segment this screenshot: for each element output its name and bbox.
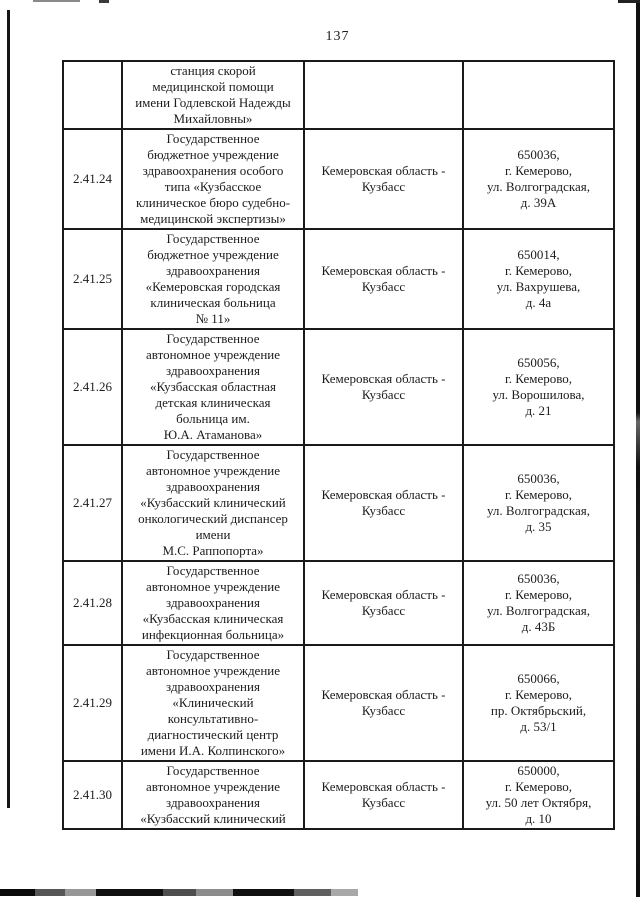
row-id-cell: 2.41.27 <box>62 444 123 562</box>
institution-name-cell: Государственное бюджетное учреждение здр… <box>121 128 305 230</box>
table-row: 2.41.24 Государственное бюджетное учрежд… <box>62 128 615 230</box>
row-id-cell: 2.41.28 <box>62 560 123 646</box>
row-id-cell: 2.41.24 <box>62 128 123 230</box>
institution-name-cell: Государственное автономное учреждение зд… <box>121 760 305 830</box>
region-cell: Кемеровская область - Кузбасс <box>303 644 464 762</box>
region-cell: Кемеровская область - Кузбасс <box>303 228 464 330</box>
table-row: 2.41.27 Государственное автономное учреж… <box>62 444 615 562</box>
table-row: 2.41.28 Государственное автономное учреж… <box>62 560 615 646</box>
scan-artifact-left-line <box>7 10 10 808</box>
region-cell: Кемеровская область - Кузбасс <box>303 760 464 830</box>
region-cell: Кемеровская область - Кузбасс <box>303 328 464 446</box>
address-cell: 650000, г. Кемерово, ул. 50 лет Октября,… <box>462 760 615 830</box>
address-cell: 650036, г. Кемерово, ул. Волгоградская, … <box>462 128 615 230</box>
page-number: 137 <box>325 29 350 44</box>
institution-name-cell: Государственное автономное учреждение зд… <box>121 328 305 446</box>
address-cell: 650036, г. Кемерово, ул. Волгоградская, … <box>462 560 615 646</box>
region-cell: Кемеровская область - Кузбасс <box>303 560 464 646</box>
institutions-table: станция скорой медицинской помощи имени … <box>62 60 615 830</box>
table-row: станция скорой медицинской помощи имени … <box>62 60 615 130</box>
address-cell: 650036, г. Кемерово, ул. Волгоградская, … <box>462 444 615 562</box>
institution-name-cell: Государственное автономное учреждение зд… <box>121 444 305 562</box>
address-cell: 650014, г. Кемерово, ул. Вахрушева, д. 4… <box>462 228 615 330</box>
scan-artifact-top-smudge <box>33 0 80 2</box>
row-id-cell: 2.41.25 <box>62 228 123 330</box>
table-row: 2.41.29 Государственное автономное учреж… <box>62 644 615 762</box>
institution-name-cell: Государственное автономное учреждение зд… <box>121 560 305 646</box>
institution-name-cell: Государственное автономное учреждение зд… <box>121 644 305 762</box>
table-row: 2.41.26 Государственное автономное учреж… <box>62 328 615 446</box>
scan-artifact-top-smudge <box>99 0 109 3</box>
address-cell: 650056, г. Кемерово, ул. Ворошилова, д. … <box>462 328 615 446</box>
scan-artifact-bottom-bar <box>0 889 358 896</box>
table-row: 2.41.30 Государственное автономное учреж… <box>62 760 615 830</box>
institution-name-cell: станция скорой медицинской помощи имени … <box>121 60 305 130</box>
region-cell: Кемеровская область - Кузбасс <box>303 444 464 562</box>
row-id-cell: 2.41.30 <box>62 760 123 830</box>
scan-artifact-top-smudge <box>618 0 640 3</box>
row-id-cell <box>62 60 123 130</box>
row-id-cell: 2.41.29 <box>62 644 123 762</box>
address-cell: 650066, г. Кемерово, пр. Октябрьский, д.… <box>462 644 615 762</box>
row-id-cell: 2.41.26 <box>62 328 123 446</box>
table-row: 2.41.25 Государственное бюджетное учрежд… <box>62 228 615 330</box>
address-cell <box>462 60 615 130</box>
region-cell: Кемеровская область - Кузбасс <box>303 128 464 230</box>
scan-artifact-right-band <box>636 0 640 897</box>
region-cell <box>303 60 464 130</box>
institution-name-cell: Государственное бюджетное учреждение здр… <box>121 228 305 330</box>
